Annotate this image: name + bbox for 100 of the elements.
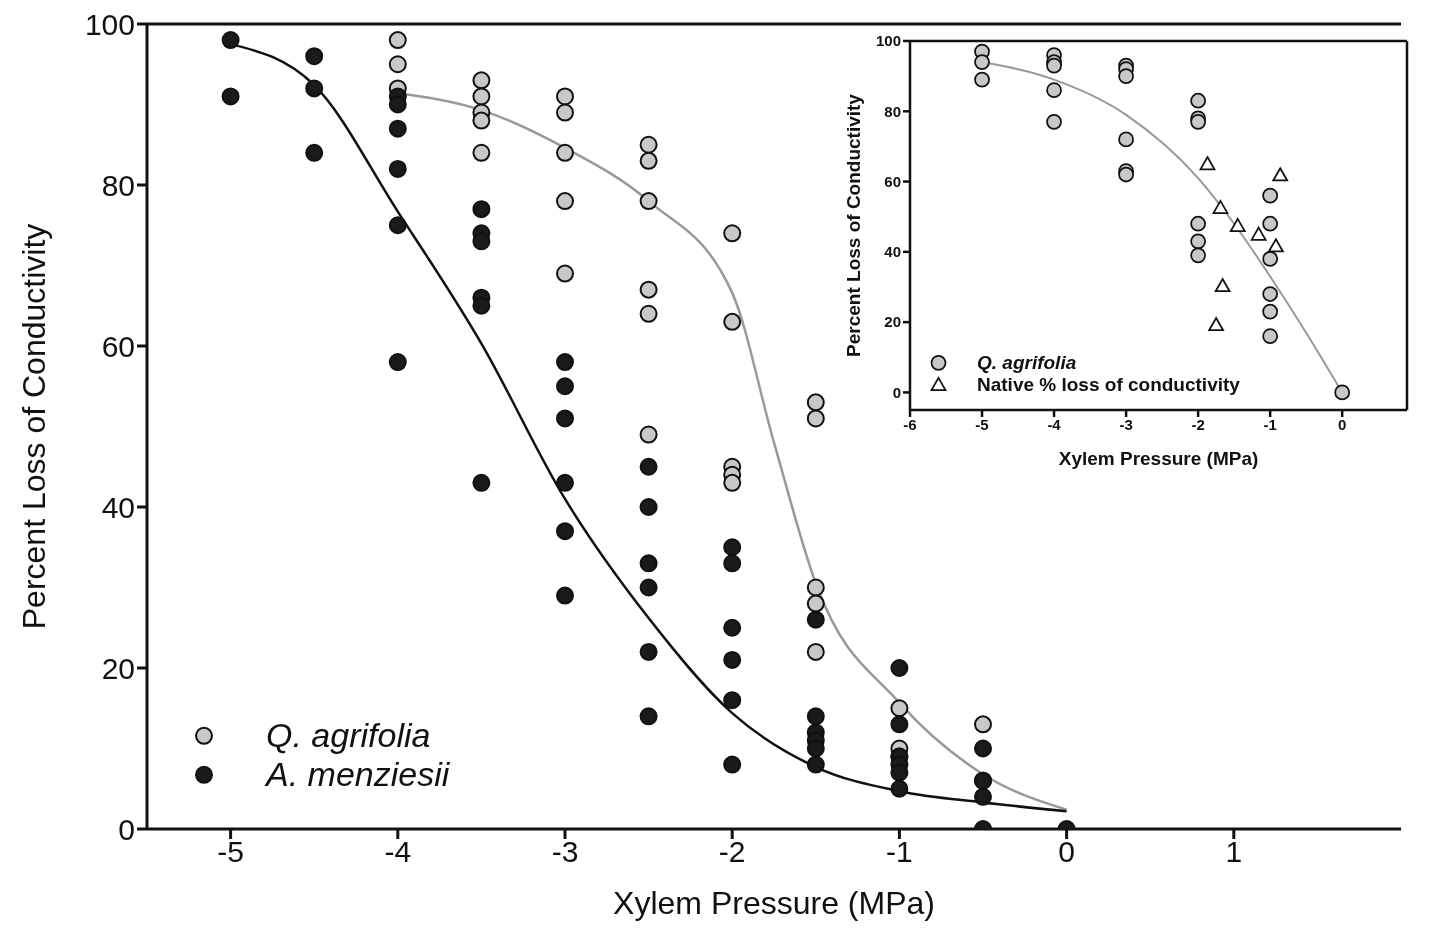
y-tick-label: 20 — [884, 313, 901, 331]
point — [723, 691, 742, 710]
point — [639, 554, 658, 573]
point — [890, 659, 909, 677]
point — [1212, 200, 1229, 215]
point — [1262, 251, 1279, 267]
point — [1118, 131, 1134, 148]
point — [472, 200, 491, 219]
point — [639, 498, 658, 516]
point — [556, 264, 574, 283]
point — [1118, 68, 1134, 85]
point — [639, 135, 658, 154]
y-tick-label: 80 — [101, 168, 135, 202]
point — [556, 87, 574, 106]
point — [556, 192, 574, 211]
x-tick-label: 1 — [1225, 835, 1243, 869]
point — [221, 31, 240, 50]
point — [639, 457, 658, 476]
point — [305, 47, 324, 66]
point — [556, 409, 574, 428]
y-axis-title: Percent Loss of Conductivity — [15, 223, 52, 630]
point — [639, 578, 658, 597]
x-tick-label: -4 — [384, 835, 412, 869]
y-tick-label: 20 — [101, 651, 135, 685]
point — [1268, 238, 1284, 253]
point — [1262, 328, 1279, 345]
point — [305, 143, 324, 162]
point — [388, 31, 407, 50]
point — [806, 755, 825, 774]
y-tick-label: 40 — [101, 490, 135, 524]
point — [472, 473, 491, 492]
x-axis-title: Xylem Pressure (MPa) — [613, 885, 935, 921]
point — [806, 739, 825, 758]
point — [806, 409, 825, 428]
y-tick-label: 60 — [884, 172, 901, 190]
x-tick-label: -1 — [1263, 415, 1277, 433]
point — [556, 586, 574, 605]
point — [388, 159, 407, 178]
y-tick-label: 80 — [884, 102, 901, 120]
point — [639, 280, 658, 299]
point — [1190, 247, 1206, 264]
point — [556, 143, 574, 162]
point — [1046, 82, 1062, 99]
legend-label: Native % loss of conductivity — [977, 374, 1240, 396]
y-tick-label: 40 — [884, 243, 901, 261]
point — [1190, 233, 1206, 250]
x-tick-label: -2 — [718, 835, 746, 869]
point — [472, 71, 491, 90]
point — [723, 224, 742, 243]
point — [1214, 278, 1231, 293]
point — [472, 111, 491, 130]
x-tick-label: -2 — [1191, 415, 1205, 433]
point — [1190, 92, 1206, 109]
point — [1190, 215, 1206, 232]
point — [639, 151, 658, 170]
point — [974, 54, 990, 70]
point — [890, 763, 909, 782]
x-tick-label: -5 — [217, 835, 244, 869]
point — [890, 699, 909, 718]
x-tick-label: -3 — [1119, 415, 1133, 433]
y-tick-label: 60 — [101, 329, 135, 363]
y-tick-label: 0 — [118, 812, 135, 846]
point — [1272, 167, 1289, 182]
point — [472, 143, 491, 162]
point — [806, 610, 825, 629]
y-tick-label: 100 — [875, 32, 901, 50]
point — [1262, 303, 1279, 320]
point — [723, 538, 742, 557]
point — [556, 353, 574, 372]
legend-label: A. menziesii — [266, 754, 450, 794]
point — [1208, 317, 1224, 332]
x-tick-label: -4 — [1047, 415, 1062, 433]
point — [639, 304, 658, 323]
point — [806, 642, 825, 661]
point — [806, 594, 825, 613]
y-tick-label: 100 — [84, 7, 135, 41]
point — [221, 87, 240, 106]
x-tick-label: 0 — [1058, 835, 1075, 869]
point — [1046, 113, 1062, 130]
point — [388, 55, 407, 74]
legend-label: Q. agrifolia — [977, 352, 1077, 375]
point — [1334, 384, 1351, 401]
point — [556, 473, 574, 492]
point — [639, 707, 658, 726]
point — [472, 232, 491, 251]
x-axis-title: Xylem Pressure (MPa) — [1058, 448, 1259, 469]
point — [1118, 166, 1134, 183]
x-tick-label: -6 — [903, 415, 917, 433]
point — [1199, 156, 1216, 171]
point — [974, 71, 990, 88]
point — [472, 87, 491, 106]
point — [806, 707, 825, 726]
x-tick-label: -1 — [886, 835, 913, 869]
point — [1229, 217, 1246, 232]
point — [974, 715, 992, 734]
point — [1262, 286, 1279, 302]
point — [388, 353, 407, 372]
point — [806, 578, 825, 597]
point — [639, 425, 658, 444]
y-tick-label: 0 — [892, 383, 901, 401]
